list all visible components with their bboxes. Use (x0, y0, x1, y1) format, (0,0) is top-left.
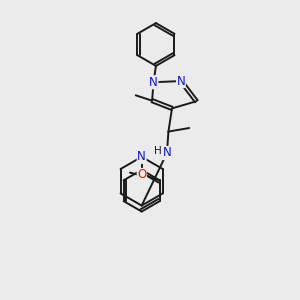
Text: N: N (137, 150, 146, 163)
Text: H: H (154, 146, 161, 156)
Text: N: N (163, 146, 171, 160)
Text: O: O (137, 169, 146, 182)
Text: N: N (149, 76, 158, 89)
Text: N: N (176, 74, 185, 88)
